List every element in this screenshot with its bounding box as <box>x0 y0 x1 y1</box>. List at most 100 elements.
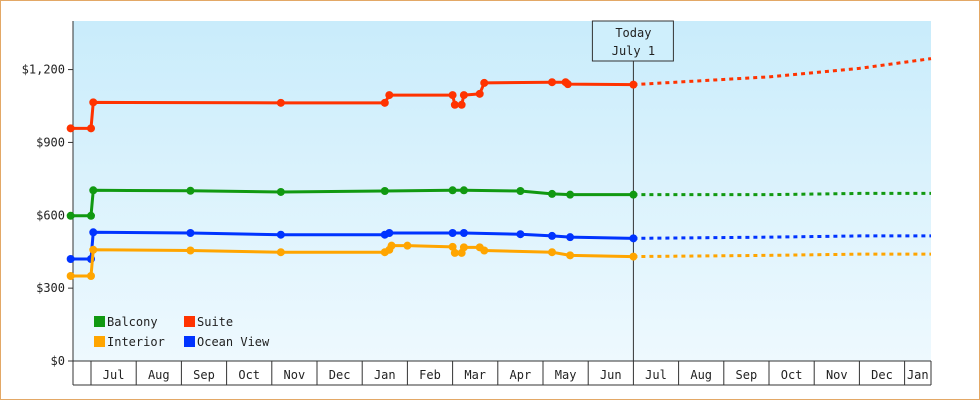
series-history-line <box>70 244 634 278</box>
x-tick-label: Feb <box>419 368 441 382</box>
legend-swatch <box>184 336 195 347</box>
data-point <box>548 231 557 240</box>
data-point <box>66 272 75 280</box>
data-point <box>87 211 95 220</box>
legend-item: Balcony <box>94 315 158 329</box>
data-point <box>475 89 484 98</box>
series-ocean-view <box>66 228 931 263</box>
x-tick-label: Sep <box>193 368 215 382</box>
data-point <box>457 100 466 109</box>
y-tick-label: $600 <box>36 208 65 222</box>
x-axis: Jul Aug Sep Oct Nov Dec Jan Feb Mar Apr May Jun Jul A… <box>72 360 932 386</box>
data-point <box>385 229 394 238</box>
data-point <box>276 98 285 107</box>
data-point <box>448 229 457 238</box>
data-point <box>448 91 457 100</box>
data-point <box>89 245 98 254</box>
x-tick-label: Nov <box>826 368 848 382</box>
data-point <box>66 255 75 263</box>
data-point <box>563 80 572 89</box>
x-tick-label: Jul <box>645 368 667 382</box>
data-point <box>66 211 75 220</box>
legend-item: Ocean View <box>184 335 270 349</box>
x-tick-label: Jul <box>103 368 125 382</box>
data-point <box>89 186 98 195</box>
data-point <box>566 251 575 260</box>
data-point <box>480 246 489 255</box>
data-point <box>459 186 468 195</box>
data-point <box>276 248 285 257</box>
data-point <box>87 124 95 133</box>
x-tick-label: Nov <box>284 368 306 382</box>
data-point <box>186 186 195 195</box>
today-date-label: July 1 <box>612 44 655 58</box>
legend-swatch <box>94 336 105 347</box>
legend-swatch <box>184 316 195 327</box>
data-point <box>380 98 389 107</box>
data-point <box>629 80 638 89</box>
legend-item: Interior <box>94 335 165 349</box>
data-point <box>566 190 575 199</box>
data-point <box>629 234 638 243</box>
legend-swatch <box>94 316 105 327</box>
legend: Balcony Suite Interior Ocean View <box>94 315 270 349</box>
data-point <box>448 186 457 195</box>
data-point <box>448 242 457 251</box>
data-point <box>450 248 459 257</box>
data-point <box>450 100 459 109</box>
legend-label: Interior <box>107 335 165 349</box>
legend-label: Ocean View <box>197 335 270 349</box>
data-point <box>459 91 468 100</box>
data-point <box>89 228 98 237</box>
data-point <box>566 233 575 242</box>
data-point <box>548 78 557 87</box>
data-point <box>87 272 95 280</box>
x-tick-label: Aug <box>148 368 170 382</box>
y-tick-label: $1,200 <box>22 63 65 77</box>
data-point <box>276 230 285 239</box>
data-point <box>548 189 557 198</box>
data-point <box>186 229 195 238</box>
x-tick-label: May <box>555 368 577 382</box>
data-point <box>89 98 98 107</box>
data-point <box>459 229 468 238</box>
data-point <box>387 241 396 250</box>
x-tick-label: Dec <box>871 368 893 382</box>
x-tick-label: Jun <box>600 368 622 382</box>
data-point <box>385 91 394 100</box>
data-point <box>403 241 412 250</box>
series-interior <box>66 241 931 280</box>
y-tick-label: $900 <box>36 135 65 149</box>
series-forecast-line <box>633 252 931 259</box>
series-forecast-line <box>633 57 932 87</box>
x-tick-label: Aug <box>690 368 712 382</box>
data-point <box>629 252 638 261</box>
data-point <box>548 248 557 257</box>
series-suite <box>66 57 932 133</box>
x-tick-label: Jan <box>374 368 396 382</box>
y-axis: $0 $300 $600 $900 $1,200 <box>22 21 74 368</box>
data-point <box>186 246 195 255</box>
data-point <box>459 243 468 252</box>
legend-item: Suite <box>184 315 233 329</box>
series-forecast-line <box>633 234 931 240</box>
data-point <box>66 124 75 133</box>
x-tick-label: Oct <box>781 368 803 382</box>
data-point <box>380 187 389 195</box>
x-tick-label: Apr <box>510 368 532 382</box>
x-tick-label: Mar <box>464 368 486 382</box>
y-tick-label: $300 <box>36 281 65 295</box>
x-tick-label: Sep <box>736 368 758 382</box>
x-tick-label: Oct <box>238 368 260 382</box>
data-point <box>516 187 525 195</box>
x-tick-label: Dec <box>329 368 351 382</box>
today-marker: Today July 1 <box>591 20 674 361</box>
today-label: Today <box>615 26 651 40</box>
series-balcony <box>66 186 931 220</box>
data-point <box>629 190 638 199</box>
series-forecast-line <box>633 191 931 197</box>
today-box <box>591 20 674 62</box>
series-layer <box>66 57 932 280</box>
